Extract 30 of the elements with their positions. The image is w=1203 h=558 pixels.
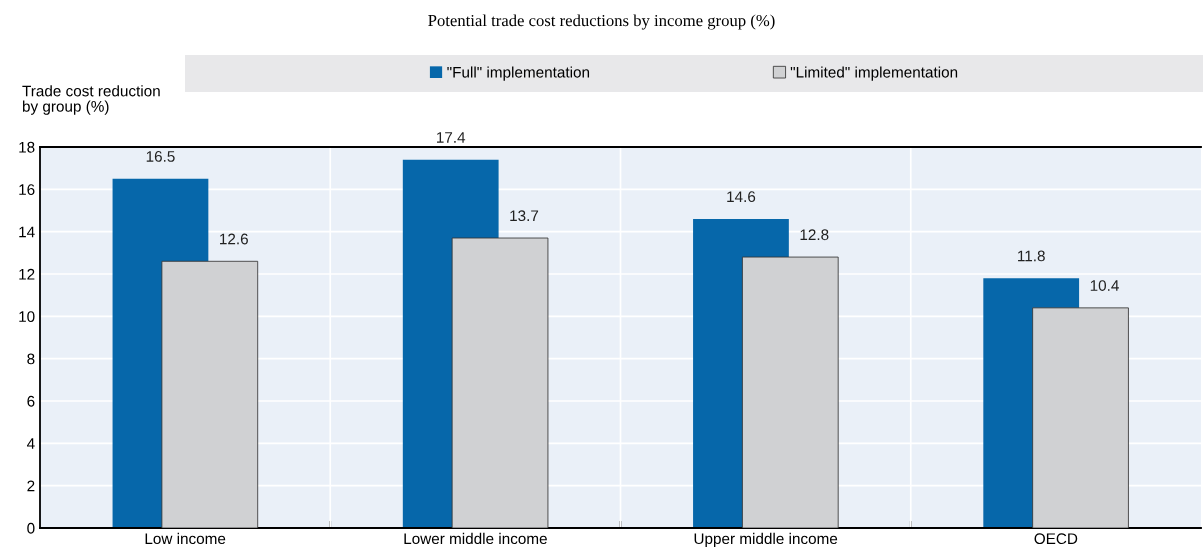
y-tick-label: 2 xyxy=(27,480,35,492)
bar xyxy=(1032,307,1129,528)
y-tick-label: 4 xyxy=(26,438,35,449)
data-label: 14.6 xyxy=(727,191,756,203)
y-tick-label: 8 xyxy=(27,353,35,365)
y-tick-label: 18 xyxy=(19,141,35,153)
y-tick-label: 16 xyxy=(19,184,35,196)
legend-label: "Limited" implementation xyxy=(790,66,958,81)
y-axis-title: Trade cost reduction by group (%) xyxy=(22,85,160,115)
bar xyxy=(741,256,839,528)
data-label: 10.4 xyxy=(1090,280,1119,291)
x-tick-label: Upper middle income xyxy=(694,532,838,548)
data-label: 17.4 xyxy=(437,132,466,143)
y-tick-label: 12 xyxy=(19,268,35,280)
bar xyxy=(451,237,549,528)
data-label: 12.6 xyxy=(220,233,248,245)
y-tick-label: 14 xyxy=(19,226,35,238)
y-tick-label: 0 xyxy=(27,522,35,534)
x-tick-label: OECD xyxy=(1034,533,1078,545)
data-label: 16.5 xyxy=(146,151,175,162)
data-label: 12.8 xyxy=(800,229,829,241)
x-tick-label: Low income xyxy=(145,532,226,545)
y-tick-label: 6 xyxy=(27,395,35,407)
data-label: 13.7 xyxy=(510,210,539,222)
chart-title: Potential trade cost reductions by income group (%) xyxy=(428,14,775,30)
bar xyxy=(161,260,259,528)
legend-label: "Full" implementation xyxy=(447,66,590,81)
y-tick-label: 10 xyxy=(19,311,35,323)
data-label: 11.8 xyxy=(1018,250,1045,262)
x-tick-label: Lower middle income xyxy=(404,532,547,545)
